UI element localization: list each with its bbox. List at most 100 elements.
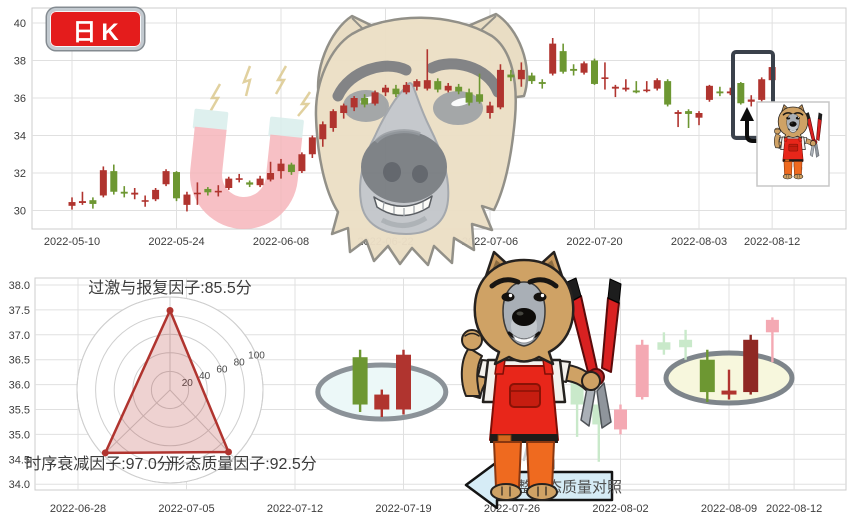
candle [674,110,682,128]
candle [277,158,285,179]
axis-tick-label: 37.5 [9,305,30,317]
candle [413,79,421,91]
axis-tick-label: 2022-07-20 [566,236,622,248]
candle [256,175,264,188]
radar-tick-label: 60 [216,364,228,375]
candle [204,187,212,196]
candle [141,195,149,207]
axis-tick-label: 36.5 [9,355,30,367]
candle [246,180,254,188]
candle [679,329,693,360]
axis-tick-label: 2022-07-05 [158,503,214,515]
candle [308,135,316,158]
radar-factor-label-top: 过激与报复因子:85.5分 [88,280,252,297]
candle [371,90,379,106]
daily-k-badge: 日K [47,8,144,50]
candle [559,43,567,74]
candle [570,64,578,76]
radar-vertex-dot [101,449,109,457]
candle [496,64,504,110]
candle [721,369,737,400]
axis-tick-label: 2022-08-03 [671,236,727,248]
candle [549,38,557,76]
candle [611,84,619,98]
candle [214,185,222,197]
radar-vertex-dot [166,306,174,314]
candle [329,109,337,132]
candle [120,186,128,198]
axis-tick-label: 2022-06-28 [50,503,106,515]
axis-tick-label: 36.0 [9,380,30,392]
axis-tick-label: 2022-08-02 [592,503,648,515]
axis-tick-label: 2022-05-10 [44,236,100,248]
callout-arrow-icon [740,107,771,143]
axis-tick-label: 2022-06-08 [253,236,309,248]
candle [382,84,389,97]
candle [110,164,118,195]
axis-tick-label: 37.0 [9,330,30,342]
axis-tick-label: 36 [14,93,26,105]
candle [340,103,348,119]
axis-tick-label: 40 [14,18,26,30]
radar-factor-label-bottom-right: 形态质量因子:92.5分 [169,456,317,473]
mascot-card [756,101,830,187]
candle [507,69,515,82]
candle [705,84,713,102]
candle [695,111,703,126]
candle [434,78,442,93]
candle [716,86,724,97]
candle [173,171,180,202]
bottom-chart-candles [315,317,795,462]
candle [591,58,598,85]
axis-tick-label: 34.5 [9,454,30,466]
candle [743,334,759,395]
candle [152,188,160,202]
radar-tick-label: 20 [182,378,194,389]
candle [319,121,327,147]
radar-factor-label-bottom-left: 时序衰减因子:97.0分 [25,456,173,473]
candle [352,349,368,412]
radar-tick-label: 40 [199,371,211,382]
candle [765,317,779,363]
candle [517,62,525,87]
axis-tick-label: 2022-07-19 [375,503,431,515]
candle [396,349,411,415]
axis-tick-label: 2022-08-09 [701,503,757,515]
candle [465,88,473,106]
candle [476,73,484,104]
axis-tick-label: 34.0 [9,479,30,491]
candle [580,61,588,75]
candle [361,94,369,108]
candle [89,197,97,209]
candle [267,161,275,182]
candle [298,152,306,173]
candle [601,62,609,90]
radar-tick-label: 100 [248,351,265,362]
candle [444,83,452,93]
candle [653,78,661,91]
candle [538,79,546,89]
candle [423,49,431,91]
candle [528,72,536,84]
candle [402,82,410,95]
candle [225,176,233,190]
radar-vertex-dot [224,448,232,456]
candle [235,173,243,183]
candle [486,101,494,119]
candle [131,188,139,200]
candle [758,77,766,102]
candle [68,197,76,210]
axis-tick-label: 38.0 [9,280,30,292]
axis-tick-label: 35.5 [9,405,30,417]
candle [635,339,649,400]
candle [350,96,358,112]
candle [374,389,390,417]
pattern-highlight-box [731,50,775,140]
candle [455,83,463,95]
axis-tick-label: 38 [14,56,26,68]
axis-tick-label: 34 [14,131,26,143]
candle [622,79,630,92]
candle [193,182,201,205]
